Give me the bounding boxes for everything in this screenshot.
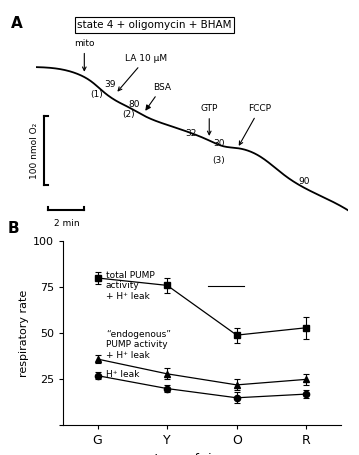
Text: 30: 30: [213, 139, 225, 148]
Text: B: B: [7, 221, 19, 236]
Text: LA 10 μM: LA 10 μM: [118, 54, 167, 91]
Text: 32: 32: [185, 129, 197, 137]
Text: A: A: [11, 16, 23, 31]
Text: (1): (1): [90, 90, 103, 99]
Text: GTP: GTP: [201, 104, 218, 135]
Y-axis label: respiratory rate: respiratory rate: [19, 290, 29, 377]
Text: BSA: BSA: [146, 83, 171, 110]
Text: mito: mito: [74, 39, 94, 71]
Text: (3): (3): [213, 157, 225, 165]
Text: 39: 39: [104, 81, 116, 90]
Text: 90: 90: [298, 177, 310, 186]
Text: (2): (2): [122, 111, 134, 119]
Text: 100 nmol O₂: 100 nmol O₂: [30, 122, 39, 179]
X-axis label: stage of ripeness: stage of ripeness: [148, 453, 256, 455]
Text: 2 min: 2 min: [53, 219, 79, 228]
Text: 80: 80: [128, 100, 140, 109]
Text: FCCP: FCCP: [239, 104, 271, 145]
Text: “endogenous”
PUMP activity
+ H⁺ leak: “endogenous” PUMP activity + H⁺ leak: [106, 329, 171, 360]
Text: H⁺ leak: H⁺ leak: [106, 370, 139, 379]
Text: total PUMP
activity
+ H⁺ leak: total PUMP activity + H⁺ leak: [106, 271, 155, 301]
Text: state 4 + oligomycin + BHAM: state 4 + oligomycin + BHAM: [77, 20, 232, 30]
